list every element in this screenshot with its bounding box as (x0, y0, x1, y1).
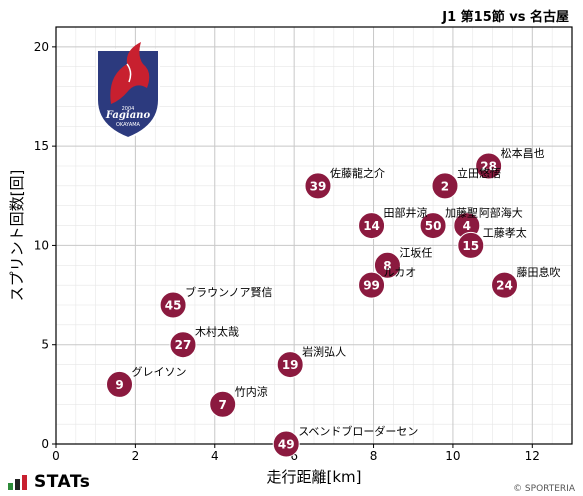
data-point-number: 49 (278, 438, 295, 452)
stats-logo-icon (8, 475, 27, 490)
data-point: 14 (358, 212, 386, 240)
data-point-number: 19 (282, 358, 299, 372)
player-name-label: 松本昌也 (501, 146, 545, 160)
x-tick-label: 0 (52, 449, 60, 463)
player-name-label: 木村太哉 (195, 325, 239, 339)
y-tick-label: 15 (34, 139, 49, 153)
data-point: 24 (491, 271, 519, 299)
player-name-label: ルカオ (384, 266, 417, 279)
data-point: 99 (358, 271, 386, 299)
x-axis-label: 走行距離[km] (266, 468, 361, 486)
player-name-label: 工藤孝太 (483, 226, 527, 239)
data-point: 7 (209, 390, 237, 418)
data-point-number: 8 (383, 259, 391, 273)
player-name-label: ブラウンノア賢信 (185, 285, 272, 299)
data-point: 28 (475, 152, 503, 180)
data-point-number: 14 (363, 219, 380, 233)
x-tick-label: 6 (290, 449, 298, 463)
data-point: 9 (106, 370, 134, 398)
data-point-number: 99 (363, 279, 380, 293)
data-point-marker (106, 370, 134, 398)
stats-brand: STATs (8, 472, 90, 492)
data-point-number: 24 (496, 279, 513, 293)
player-name-label: グレイソン (132, 364, 187, 378)
player-name-label: 田部井涼 (384, 206, 428, 220)
player-name-label: スベンドブローダーセン (298, 424, 418, 438)
x-tick-label: 8 (370, 449, 378, 463)
logo-bird-detail (126, 63, 132, 83)
player-name-label: 藤田息吹 (517, 265, 561, 279)
data-point-marker (419, 212, 447, 240)
player-name-label: 江坂任 (399, 246, 432, 259)
y-tick-label: 0 (41, 437, 49, 451)
data-point-number: 28 (480, 160, 497, 174)
data-point-marker (272, 430, 300, 458)
data-point-marker (358, 212, 386, 240)
data-point: 39 (304, 172, 332, 200)
copyright-credit: © SPORTERIA (513, 484, 575, 494)
player-name-label: 竹内涼 (235, 384, 268, 398)
data-point: 8 (373, 251, 401, 279)
data-point-marker (209, 390, 237, 418)
data-point-number: 9 (115, 378, 123, 392)
logo-subtext: OKAYAMA (116, 122, 141, 128)
data-points: 28 39 2 14 50 4 15 899 24 45 27 19 9 7 49 (106, 152, 519, 458)
data-point-number: 2 (441, 179, 449, 193)
plot-frame (55, 26, 573, 445)
data-point-number: 27 (175, 338, 192, 352)
y-tick-label: 5 (41, 338, 49, 352)
data-point-marker (276, 351, 304, 379)
y-tick-label: 10 (34, 238, 49, 252)
data-point: 15 (457, 231, 485, 259)
data-point: 2 (431, 172, 459, 200)
data-point-marker (457, 231, 485, 259)
stats-brand-text: STATs (34, 472, 91, 492)
y-tick-label: 20 (34, 40, 49, 54)
player-name-label: 岩渕弘人 (302, 345, 346, 359)
data-point-number: 7 (219, 398, 227, 412)
data-point: 49 (272, 430, 300, 458)
data-point-marker (373, 251, 401, 279)
player-name-label: 佐藤龍之介 (330, 166, 385, 180)
data-point-marker (358, 271, 386, 299)
data-point-number: 45 (165, 299, 182, 313)
data-point-number: 15 (462, 239, 479, 253)
minor-grid (56, 27, 572, 444)
data-point-marker (475, 152, 503, 180)
x-tick-label: 10 (445, 449, 460, 463)
data-point: 27 (169, 331, 197, 359)
data-point-marker (159, 291, 187, 319)
data-point: 50 (419, 212, 447, 240)
data-point-marker (169, 331, 197, 359)
x-tick-label: 2 (132, 449, 140, 463)
data-point-number: 4 (463, 219, 471, 233)
data-point-number: 39 (310, 179, 327, 193)
logo-year: 2004 (122, 106, 135, 112)
data-point-marker (491, 271, 519, 299)
logo-wordmark: Fagiano (105, 110, 151, 121)
data-point-marker (431, 172, 459, 200)
y-axis-label: スプリント回数[回] (8, 170, 26, 302)
player-name-label: 加藤聖 (445, 207, 478, 220)
data-point-number: 50 (425, 219, 442, 233)
x-tick-label: 12 (525, 449, 540, 463)
chart-title: J1 第15節 vs 名古屋 (442, 10, 569, 25)
player-name-label: 立田悠悟 (457, 166, 501, 180)
data-point-marker (304, 172, 332, 200)
player-name-label: 阿部海大 (479, 206, 523, 220)
x-tick-label: 4 (211, 449, 219, 463)
data-point: 45 (159, 291, 187, 319)
data-point: 19 (276, 351, 304, 379)
